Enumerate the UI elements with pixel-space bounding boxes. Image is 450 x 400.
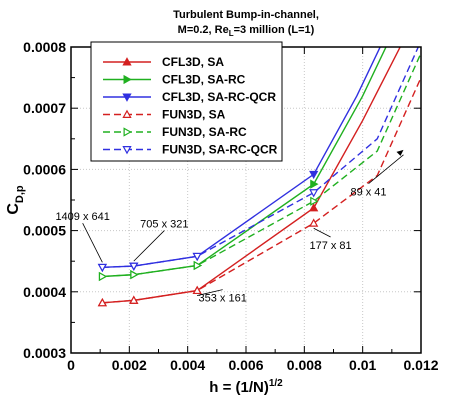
data-point (129, 295, 139, 304)
annotation-label: 89 x 41 (350, 187, 386, 199)
data-point (309, 218, 319, 227)
x-tick-label: 0.006 (228, 357, 263, 373)
y-tick-label: 0.0007 (23, 100, 66, 116)
y-axis-label: CD,p (5, 185, 26, 215)
legend-entry: FUN3D, SA (103, 108, 226, 122)
series-5 (98, 52, 421, 282)
annotations: 1409 x 641 705 x 321 353 x 161 177 x 81 89 x… (55, 149, 404, 305)
data-point (97, 297, 107, 307)
legend-label: CFL3D, SA (162, 55, 224, 69)
annotation-label: 177 x 81 (309, 240, 351, 252)
legend-entry: CFL3D, SA-RC-QCR (103, 90, 276, 104)
legend-marker (123, 127, 132, 137)
x-tick-label: 0.008 (287, 357, 322, 373)
y-tick-label: 0.0006 (23, 161, 66, 177)
legend-marker (122, 146, 132, 155)
data-point (309, 203, 319, 212)
x-tick-label: 0 (67, 357, 75, 373)
y-tick-label: 0.0004 (23, 284, 66, 300)
y-tick-label: 0.0008 (23, 39, 66, 55)
legend-entry: FUN3D, SA-RC-QCR (103, 143, 278, 157)
legend-label: FUN3D, SA (162, 108, 226, 122)
chart-title-line-1: Turbulent Bump-in-channel, (173, 9, 319, 21)
legend-marker (122, 57, 132, 66)
series-line (102, 47, 420, 269)
annotation-arrowhead (396, 149, 404, 156)
data-point (130, 270, 139, 280)
data-point (192, 252, 202, 262)
x-tick-label: 0.012 (403, 357, 438, 373)
x-tick-label: 0.01 (349, 357, 376, 373)
y-tick-label: 0.0005 (23, 223, 66, 239)
series-line (102, 52, 421, 278)
series-4 (97, 77, 421, 307)
legend-entry: FUN3D, SA-RC (103, 125, 247, 139)
axis-ticks: 0 0.002 0.004 0.006 0.008 0.01 0.012 0.0003 0.00… (23, 39, 439, 373)
data-point (310, 196, 319, 206)
annotation: 177 x 81 (309, 227, 352, 252)
data-point (192, 285, 202, 295)
series-line (102, 77, 421, 304)
series-6 (97, 47, 420, 273)
legend: CFL3D, SA CFL3D, SA-RC CFL3D, SA-RC-QCR FUN… (90, 41, 283, 162)
y-tick-label: 0.0003 (23, 345, 66, 361)
legend-label: FUN3D, SA-RC-QCR (162, 143, 278, 157)
legend-label: CFL3D, SA-RC (162, 73, 246, 87)
legend-marker (122, 93, 132, 102)
annotation-leader (197, 289, 223, 296)
data-point (98, 271, 108, 282)
annotation-leader (368, 154, 404, 185)
annotation: 89 x 41 (350, 154, 404, 199)
data-point (129, 262, 139, 271)
series-layer (97, 47, 421, 307)
annotation-leader (313, 227, 331, 238)
x-tick-label: 0.004 (170, 357, 205, 373)
x-tick-label: 0.002 (112, 357, 147, 373)
data-point (310, 179, 319, 189)
annotation-label: 705 x 321 (140, 219, 188, 231)
legend-entry: CFL3D, SA-RC (103, 73, 246, 87)
x-axis-label: h = (1/N)1/2 (209, 378, 283, 396)
chart-title: Turbulent Bump-in-channel, M=0.2, ReL=3 … (173, 9, 319, 38)
data-point (309, 170, 319, 180)
legend-entry: CFL3D, SA (103, 55, 224, 69)
chart-title-line-2: M=0.2, ReL=3 million (L=1) (178, 24, 315, 38)
data-point (193, 260, 203, 271)
data-point (309, 189, 319, 198)
annotation: 353 x 161 (197, 289, 247, 305)
annotation-leader (82, 223, 103, 263)
legend-label: FUN3D, SA-RC (162, 125, 247, 139)
annotation: 1409 x 641 (55, 211, 110, 263)
legend-label: CFL3D, SA-RC-QCR (162, 90, 276, 104)
annotation: 705 x 321 (133, 219, 188, 262)
annotation-label: 353 x 161 (199, 293, 247, 305)
annotation-leader (133, 230, 165, 262)
annotation-label: 1409 x 641 (55, 211, 109, 223)
data-point (97, 263, 107, 273)
legend-marker (122, 109, 132, 118)
legend-marker (123, 74, 132, 85)
